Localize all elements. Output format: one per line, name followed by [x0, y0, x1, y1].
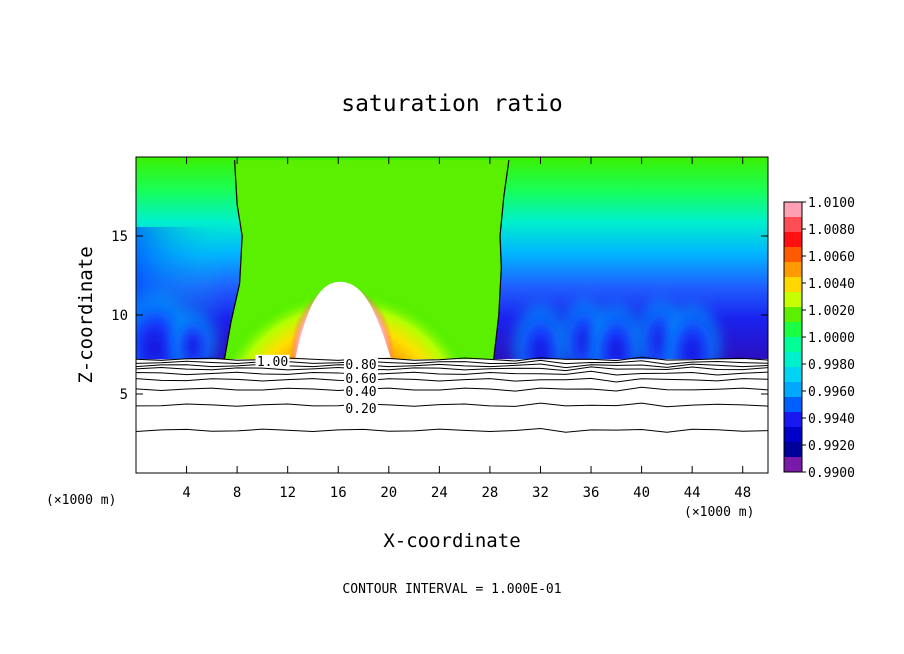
contour-label-0: 1.00 — [257, 355, 288, 370]
contour-label-2: 0.60 — [345, 372, 376, 387]
contour-line-6 — [136, 386, 768, 392]
contour-line-0 — [136, 356, 768, 362]
contour-line-8 — [136, 428, 768, 433]
colorbar-label-6: 0.9980 — [808, 358, 855, 373]
x-tick-label-5: 24 — [431, 485, 448, 501]
colorbar: 1.0100 1.0080 1.0060 1.0040 1.0020 1.0000 0.99… — [783, 196, 855, 481]
colorbar-label-3: 1.0040 — [808, 277, 855, 292]
colorbar-band-5 — [784, 277, 802, 293]
x-axis-ticks: 4 8 12 16 20 24 28 32 36 40 44 48 — [182, 157, 751, 501]
x-tick-label-3: 16 — [330, 485, 347, 501]
y-axis-unit: (×1000 m) — [46, 493, 116, 508]
colorbar-label-1: 1.0080 — [808, 223, 855, 238]
contour-label-1: 0.80 — [345, 358, 376, 373]
contour-label-3: 0.40 — [345, 385, 376, 400]
y-tick-label-2: 15 — [111, 229, 128, 245]
colorbar-label-8: 0.9940 — [808, 412, 855, 427]
contour-line-2 — [136, 363, 768, 369]
x-tick-label-10: 44 — [684, 485, 701, 501]
x-tick-label-11: 48 — [734, 485, 751, 501]
y-axis-label: Z-coordinate — [75, 246, 97, 383]
colorbar-band-4 — [784, 262, 802, 278]
y-tick-label-0: 5 — [120, 387, 128, 403]
subsat-pocket-6 — [167, 291, 219, 371]
saturation-field — [136, 157, 768, 473]
colorbar-label-0: 1.0100 — [808, 196, 855, 211]
cloud-interior — [224, 229, 478, 360]
chart-title: saturation ratio — [341, 91, 563, 117]
colorbar-band-1 — [784, 217, 802, 233]
x-tick-label-7: 32 — [532, 485, 549, 501]
x-tick-label-2: 12 — [279, 485, 296, 501]
x-axis-label: X-coordinate — [383, 530, 520, 552]
colorbar-label-2: 1.0060 — [808, 250, 855, 265]
colorbar-band-6 — [784, 292, 802, 308]
colorbar-band-10 — [784, 352, 802, 368]
colorbar-label-9: 0.9920 — [808, 439, 855, 454]
colorbar-band-3 — [784, 247, 802, 263]
surface-region — [136, 359, 768, 473]
x-tick-label-1: 8 — [233, 485, 241, 501]
y-axis-ticks: 5 10 15 — [111, 229, 768, 403]
subsat-pocket-4 — [659, 275, 726, 387]
colorbar-band-11 — [784, 367, 802, 383]
colorbar-label-4: 1.0020 — [808, 304, 855, 319]
x-tick-label-6: 28 — [481, 485, 498, 501]
colorbar-band-2 — [784, 232, 802, 248]
contour-line-7 — [136, 402, 768, 408]
colorbar-label-5: 1.0000 — [808, 331, 855, 346]
x-tick-label-0: 4 — [182, 485, 190, 501]
contour-line-1 — [136, 359, 768, 365]
colorbar-band-14 — [784, 412, 802, 428]
x-axis-unit: (×1000 m) — [684, 505, 754, 520]
cloud-boundary-left — [223, 160, 243, 360]
cloud-boundary-right — [493, 160, 510, 360]
colorbar-band-9 — [784, 337, 802, 353]
colorbar-band-7 — [784, 307, 802, 323]
contour-line-5 — [136, 377, 768, 383]
x-tick-label-4: 20 — [380, 485, 397, 501]
colorbar-band-17 — [784, 457, 802, 473]
x-tick-label-9: 40 — [633, 485, 650, 501]
contour-line-3 — [136, 366, 768, 372]
colorbar-band-16 — [784, 442, 802, 458]
colorbar-label-10: 0.9900 — [808, 466, 855, 481]
y-tick-label-1: 10 — [111, 308, 128, 324]
colorbar-band-0 — [784, 202, 802, 218]
supersat-core — [295, 281, 392, 360]
x-tick-label-8: 36 — [583, 485, 600, 501]
contour-lines: 1.00 0.800.600.40 0.20 — [136, 354, 768, 433]
colorbar-label-7: 0.9960 — [808, 385, 855, 400]
contour-line-4 — [136, 370, 768, 376]
contour-label-4: 0.20 — [345, 402, 376, 417]
contour-interval-note: CONTOUR INTERVAL = 1.000E-01 — [342, 582, 561, 597]
colorbar-band-15 — [784, 427, 802, 443]
colorbar-band-13 — [784, 397, 802, 413]
colorbar-band-8 — [784, 322, 802, 338]
colorbar-band-12 — [784, 382, 802, 398]
